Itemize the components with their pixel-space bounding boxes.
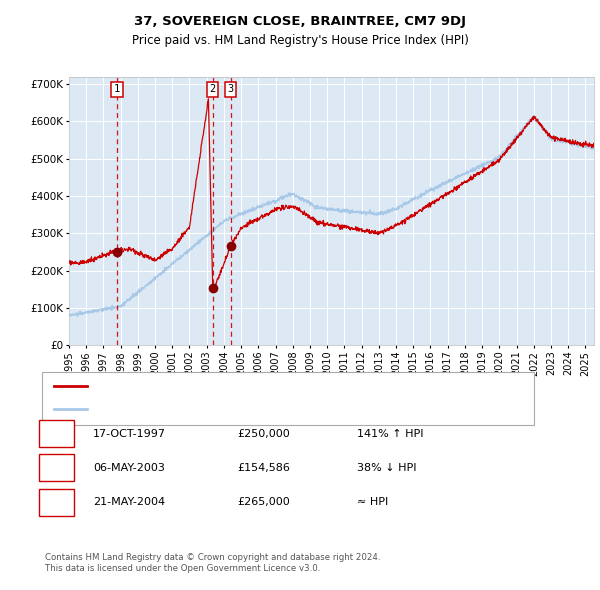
Text: £154,586: £154,586: [237, 463, 290, 473]
Text: 3: 3: [53, 497, 60, 507]
Text: HPI: Average price, detached house, Braintree: HPI: Average price, detached house, Brai…: [94, 404, 335, 414]
Text: 2: 2: [53, 463, 60, 473]
Text: 21-MAY-2004: 21-MAY-2004: [93, 497, 165, 507]
Text: Price paid vs. HM Land Registry's House Price Index (HPI): Price paid vs. HM Land Registry's House …: [131, 34, 469, 47]
Text: £265,000: £265,000: [237, 497, 290, 507]
Text: 3: 3: [227, 84, 234, 94]
Text: Contains HM Land Registry data © Crown copyright and database right 2024.: Contains HM Land Registry data © Crown c…: [45, 553, 380, 562]
Text: 1: 1: [114, 84, 120, 94]
Text: 2: 2: [209, 84, 216, 94]
Text: 17-OCT-1997: 17-OCT-1997: [93, 429, 166, 438]
Text: £250,000: £250,000: [237, 429, 290, 438]
Text: 06-MAY-2003: 06-MAY-2003: [93, 463, 165, 473]
Text: This data is licensed under the Open Government Licence v3.0.: This data is licensed under the Open Gov…: [45, 565, 320, 573]
Text: 37, SOVEREIGN CLOSE, BRAINTREE, CM7 9DJ (detached house): 37, SOVEREIGN CLOSE, BRAINTREE, CM7 9DJ …: [94, 382, 422, 391]
Text: 1: 1: [53, 429, 60, 438]
Text: 38% ↓ HPI: 38% ↓ HPI: [357, 463, 416, 473]
Text: 141% ↑ HPI: 141% ↑ HPI: [357, 429, 424, 438]
Text: ≈ HPI: ≈ HPI: [357, 497, 388, 507]
Text: 37, SOVEREIGN CLOSE, BRAINTREE, CM7 9DJ: 37, SOVEREIGN CLOSE, BRAINTREE, CM7 9DJ: [134, 15, 466, 28]
